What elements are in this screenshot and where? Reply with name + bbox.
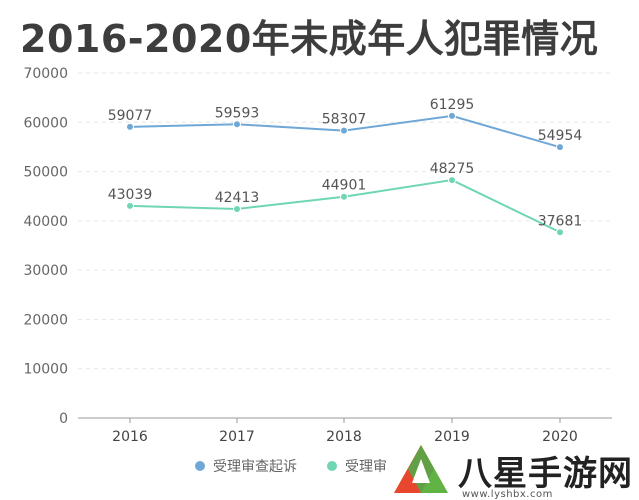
data-point[interactable] [126, 122, 134, 131]
x-tick-label: 2018 [326, 429, 362, 445]
data-labels: 59077 59593 58307 61295 54954 43039 42413 44901… [108, 97, 583, 229]
data-point[interactable] [233, 120, 241, 129]
series [126, 111, 564, 237]
y-tick-label: 70000 [23, 66, 68, 82]
legend: 受理审查起诉 受理审 [195, 456, 387, 476]
x-tick-label: 2020 [542, 429, 578, 445]
y-tick-label: 30000 [23, 263, 68, 279]
data-point[interactable] [340, 126, 348, 135]
x-tick-label: 2016 [112, 429, 148, 445]
data-label: 37681 [538, 213, 583, 229]
legend-label: 受理审查起诉 [213, 459, 297, 475]
y-tick-label: 20000 [23, 312, 68, 328]
data-point[interactable] [233, 204, 241, 213]
watermark-text: 八星手游网 [458, 453, 633, 494]
gridlines [78, 72, 612, 370]
data-label: 54954 [538, 128, 583, 144]
watermark-url: www.lyshbx.com [462, 489, 553, 500]
data-label: 44901 [322, 178, 367, 194]
y-tick-label: 40000 [23, 214, 68, 230]
data-point[interactable] [126, 201, 134, 210]
y-tick-label: 0 [59, 411, 68, 427]
data-label: 61295 [430, 97, 475, 113]
watermark-logo-icon [394, 445, 448, 493]
legend-label: 受理审 [345, 459, 387, 475]
chart-title: 2016-2020年未成年人犯罪情况 [20, 17, 599, 61]
data-point[interactable] [448, 176, 456, 185]
data-label: 58307 [322, 112, 367, 128]
watermark: 八星手游网 www.lyshbx.com [390, 440, 639, 500]
legend-marker-icon [327, 461, 337, 471]
data-label: 42413 [215, 190, 260, 206]
data-point[interactable] [340, 192, 348, 201]
x-tick-label: 2019 [434, 429, 470, 445]
y-tick-label: 60000 [23, 115, 68, 131]
data-label: 48275 [430, 161, 475, 177]
data-label: 59593 [215, 105, 260, 121]
x-tick-label: 2017 [219, 429, 255, 445]
legend-item-series-1[interactable]: 受理审查起诉 [195, 456, 297, 476]
data-point[interactable] [556, 143, 564, 152]
data-point[interactable] [556, 228, 564, 237]
legend-item-series-2[interactable]: 受理审 [327, 456, 387, 476]
y-tick-label: 50000 [23, 165, 68, 181]
y-tick-label: 10000 [23, 362, 68, 378]
legend-marker-icon [195, 461, 205, 471]
data-label: 43039 [108, 187, 153, 203]
data-label: 59077 [108, 108, 153, 124]
data-point[interactable] [448, 111, 456, 120]
axes: 0 10000 20000 30000 40000 50000 60000 70000 2016… [23, 66, 612, 445]
